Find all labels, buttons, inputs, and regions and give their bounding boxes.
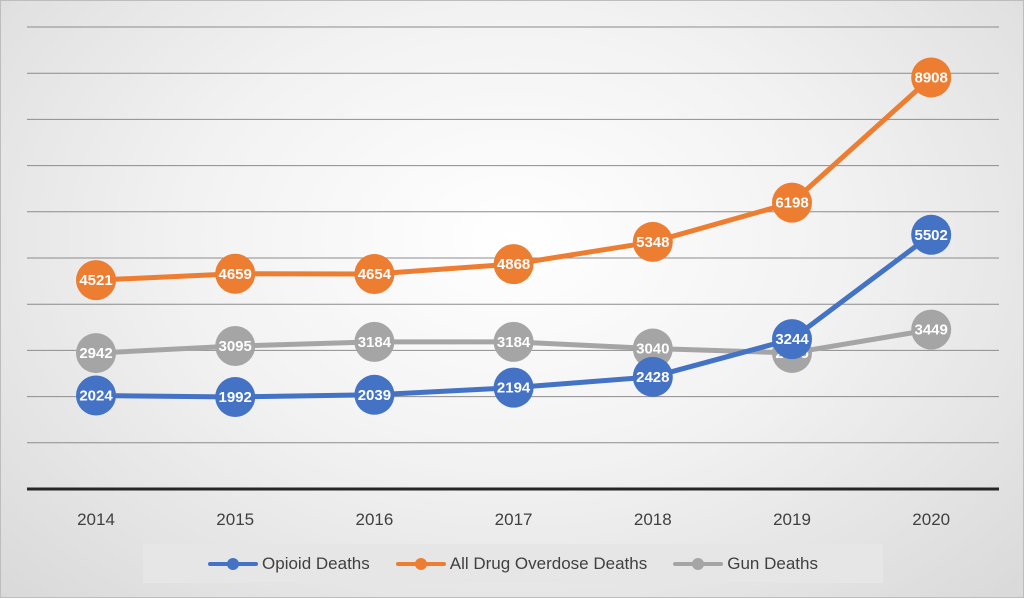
legend-label-all-drug: All Drug Overdose Deaths (449, 553, 648, 573)
data-point-opioid (215, 376, 256, 417)
data-label-opioid: 3244 (775, 331, 809, 348)
data-point-opioid (632, 356, 673, 397)
legend-label-opioid: Opioid Deaths (262, 553, 370, 573)
x-tick-label: 2019 (773, 510, 811, 529)
data-point-opioid (76, 375, 116, 416)
data-point-gun (76, 333, 116, 374)
x-axis: 2014 2015 2016 2017 2018 2019 2020 (27, 487, 999, 529)
legend-label-gun: Gun Deaths (727, 553, 818, 573)
series-layer: 2942309531843184304029453449202419922039… (76, 57, 952, 417)
data-point-gun (632, 328, 673, 369)
data-label-gun: 3095 (219, 338, 252, 355)
legend-item-gun: Gun Deaths (673, 554, 818, 574)
data-label-opioid: 2194 (497, 380, 531, 397)
legend: Opioid Deaths All Drug Overdose Deaths G… (143, 544, 883, 583)
legend-marker-all-drug (414, 557, 427, 570)
data-point-opioid (354, 374, 395, 415)
data-label-all-drug: 8908 (915, 69, 948, 86)
data-label-gun: 3184 (497, 334, 531, 351)
data-point-all-drug (493, 244, 534, 285)
data-label-all-drug: 5348 (636, 234, 669, 251)
data-label-gun: 3184 (358, 334, 392, 351)
data-label-opioid: 2024 (79, 387, 113, 404)
x-tick-label: 2017 (495, 510, 533, 529)
data-label-opioid: 2428 (636, 369, 669, 386)
data-point-opioid (911, 214, 952, 255)
x-tick-label: 2016 (355, 510, 393, 529)
data-label-all-drug: 4868 (497, 256, 530, 273)
series-opioid: 2024 1992 2039 2194 2428 3244 5502 (76, 214, 952, 417)
legend-swatch-all-drug (395, 557, 446, 570)
data-label-gun: 2942 (79, 345, 112, 362)
data-point-all-drug (632, 221, 673, 262)
x-tick-label: 2015 (216, 510, 254, 529)
data-point-gun (215, 326, 256, 367)
data-point-gun (911, 309, 952, 350)
data-label-opioid: 2039 (358, 387, 391, 404)
data-point-gun (354, 321, 395, 362)
data-label-opioid: 5502 (915, 227, 948, 244)
data-label-all-drug: 6198 (775, 195, 808, 212)
data-point-all-drug (911, 57, 952, 98)
data-label-all-drug: 4659 (219, 266, 252, 283)
data-label-gun: 3449 (915, 322, 948, 339)
x-tick-label: 2020 (912, 510, 950, 529)
data-point-all-drug (215, 253, 256, 294)
data-point-gun (493, 321, 534, 362)
data-label-all-drug: 4654 (358, 266, 392, 283)
legend-marker-gun (692, 557, 705, 570)
data-point-all-drug (76, 260, 116, 301)
legend-item-opioid: Opioid Deaths (208, 554, 370, 574)
data-point-all-drug (354, 253, 395, 294)
data-label-opioid: 1992 (219, 389, 252, 406)
series-all-drug: 4521 4659 4654 4868 5348 6198 8908 (76, 57, 952, 301)
data-point-opioid (772, 319, 812, 360)
x-tick-label: 2018 (634, 510, 672, 529)
x-tick-label: 2014 (77, 510, 115, 529)
legend-marker-opioid (227, 557, 240, 570)
legend-swatch-gun (673, 557, 724, 570)
legend-item-all-drug: All Drug Overdose Deaths (395, 553, 648, 574)
data-point-opioid (493, 367, 534, 408)
data-label-gun: 3040 (636, 341, 669, 358)
legend-swatch-opioid (208, 557, 259, 570)
data-label-all-drug: 4521 (79, 272, 112, 289)
data-point-all-drug (772, 182, 812, 223)
